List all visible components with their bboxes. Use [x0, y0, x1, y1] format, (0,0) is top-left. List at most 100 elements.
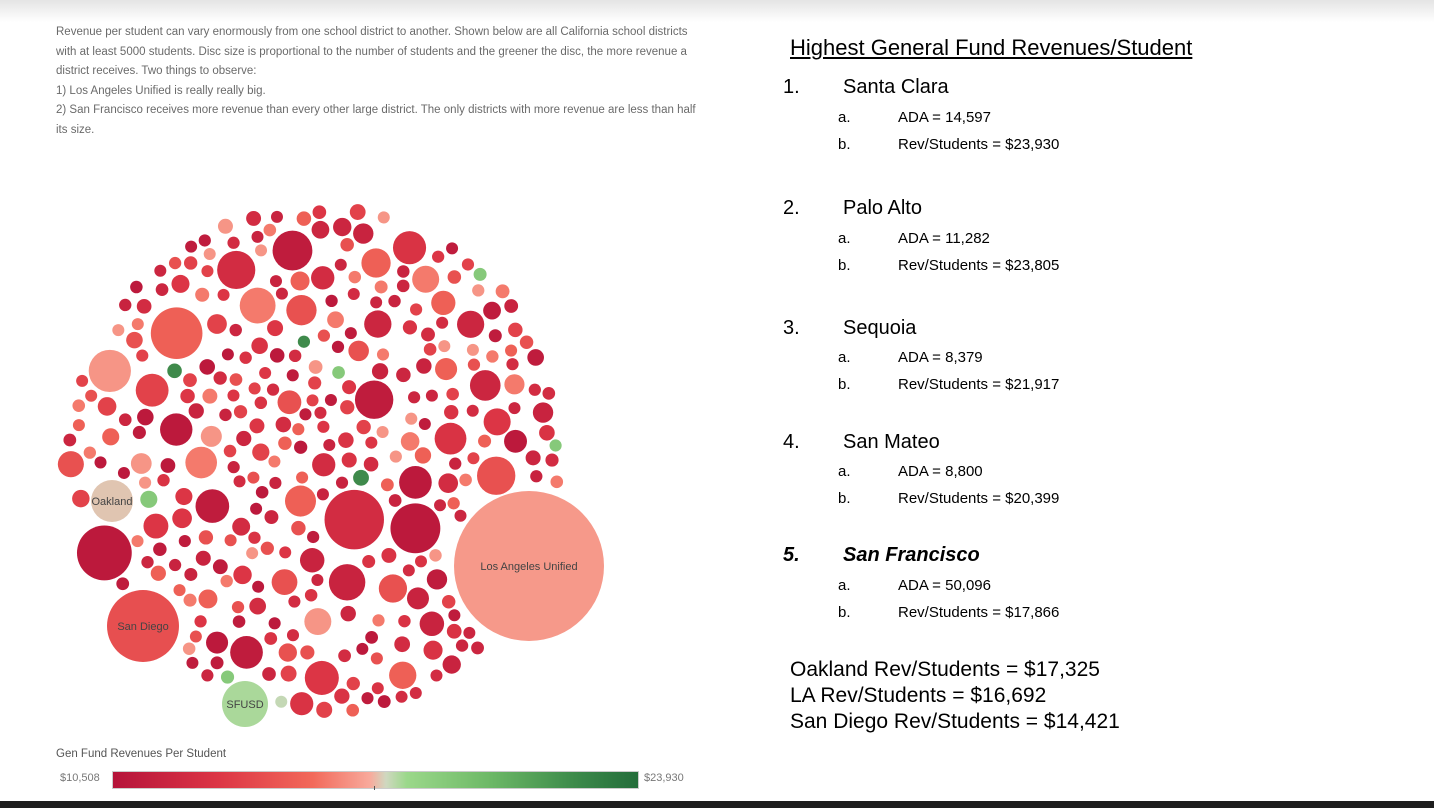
- district-bubble[interactable]: [189, 630, 202, 643]
- district-bubble[interactable]: [363, 456, 379, 472]
- district-bubble[interactable]: [299, 548, 325, 573]
- district-bubble[interactable]: [173, 584, 186, 597]
- district-bubble[interactable]: [262, 667, 276, 681]
- district-bubble[interactable]: [504, 374, 525, 395]
- district-bubble[interactable]: [136, 349, 149, 362]
- district-bubble[interactable]: [466, 404, 479, 417]
- district-bubble[interactable]: [88, 349, 131, 393]
- district-bubble[interactable]: [297, 335, 311, 348]
- district-bubble[interactable]: [183, 373, 197, 387]
- district-bubble[interactable]: [117, 466, 130, 479]
- district-bubble[interactable]: [290, 692, 314, 716]
- district-bubble[interactable]: [314, 406, 327, 419]
- district-bubble[interactable]: [466, 343, 479, 356]
- district-bubble[interactable]: [406, 587, 429, 610]
- district-bubble[interactable]: [178, 535, 191, 548]
- district-bubble[interactable]: [361, 248, 391, 278]
- district-bubble[interactable]: [400, 432, 420, 451]
- district-bubble[interactable]: [183, 593, 197, 607]
- district-bubble[interactable]: [395, 690, 408, 703]
- district-bubble[interactable]: [436, 316, 449, 329]
- district-bubble[interactable]: [172, 508, 192, 529]
- district-bubble[interactable]: [217, 218, 233, 234]
- district-bubble[interactable]: [340, 605, 356, 622]
- district-bubble[interactable]: [447, 270, 462, 284]
- district-bubble[interactable]: [342, 380, 357, 395]
- district-bubble[interactable]: [160, 413, 193, 446]
- district-bubble[interactable]: [188, 403, 204, 419]
- district-bubble[interactable]: [116, 577, 130, 591]
- district-bubble[interactable]: [296, 211, 312, 226]
- district-bubble[interactable]: [340, 238, 354, 252]
- district-bubble[interactable]: [469, 370, 501, 401]
- district-bubble[interactable]: [72, 399, 86, 412]
- district-bubble[interactable]: [353, 223, 374, 244]
- district-bubble[interactable]: [478, 434, 492, 448]
- district-bubble[interactable]: [288, 349, 302, 363]
- district-bubble[interactable]: [72, 419, 85, 432]
- district-bubble[interactable]: [259, 367, 272, 380]
- district-bubble[interactable]: [344, 327, 357, 340]
- district-bubble[interactable]: [374, 280, 388, 294]
- district-bubble[interactable]: [254, 396, 268, 410]
- district-bubble[interactable]: [488, 329, 502, 343]
- district-bubble[interactable]: [102, 428, 120, 446]
- district-bubble[interactable]: [194, 615, 207, 628]
- district-bubble[interactable]: [354, 380, 394, 419]
- district-bubble[interactable]: [317, 420, 330, 433]
- district-bubble[interactable]: [334, 688, 350, 704]
- district-bubble[interactable]: [530, 470, 543, 483]
- district-bubble[interactable]: [504, 429, 527, 453]
- district-bubble[interactable]: [275, 287, 288, 300]
- district-bubble[interactable]: [130, 280, 143, 294]
- district-bubble[interactable]: [388, 294, 401, 308]
- district-bubble[interactable]: [150, 307, 203, 360]
- district-bubble[interactable]: [296, 471, 309, 484]
- district-bubble[interactable]: [506, 358, 519, 371]
- district-bubble[interactable]: [263, 223, 277, 237]
- district-bubble[interactable]: [140, 490, 158, 508]
- district-bubble[interactable]: [394, 636, 411, 653]
- district-bubble[interactable]: [449, 457, 462, 470]
- district-bubble[interactable]: [131, 535, 144, 548]
- district-bubble[interactable]: [268, 455, 281, 468]
- district-bubble[interactable]: [233, 405, 248, 419]
- district-bubble[interactable]: [389, 450, 402, 463]
- district-bubble[interactable]: [227, 389, 240, 402]
- district-bubble[interactable]: [311, 220, 330, 239]
- district-bubble[interactable]: [230, 636, 263, 669]
- district-bubble[interactable]: [213, 371, 227, 385]
- district-bubble[interactable]: [365, 630, 379, 644]
- district-bubble[interactable]: [207, 314, 227, 334]
- district-bubble[interactable]: [332, 366, 345, 379]
- district-bubble[interactable]: [317, 329, 331, 342]
- district-bubble[interactable]: [365, 436, 378, 449]
- district-bubble[interactable]: [341, 452, 357, 468]
- district-bubble[interactable]: [396, 367, 411, 383]
- district-bubble[interactable]: [168, 256, 182, 270]
- district-bubble[interactable]: [311, 266, 335, 290]
- district-bubble[interactable]: [412, 265, 440, 293]
- district-bubble[interactable]: [308, 360, 323, 374]
- district-bubble[interactable]: [290, 271, 310, 291]
- district-bubble[interactable]: [434, 499, 447, 512]
- district-bubble[interactable]: [356, 419, 371, 435]
- district-bubble[interactable]: [168, 558, 182, 572]
- district-bubble[interactable]: [455, 639, 469, 652]
- district-bubble[interactable]: [372, 614, 385, 627]
- district-bubble[interactable]: [217, 250, 256, 290]
- district-bubble[interactable]: [442, 655, 461, 674]
- district-bubble[interactable]: [471, 641, 484, 655]
- district-bubble[interactable]: [227, 461, 240, 474]
- district-bubble[interactable]: [251, 337, 268, 355]
- district-bubble[interactable]: [472, 284, 485, 297]
- district-bubble[interactable]: [392, 231, 427, 265]
- district-bubble[interactable]: [286, 629, 300, 642]
- district-bubble[interactable]: [505, 344, 518, 357]
- district-bubble[interactable]: [519, 335, 534, 349]
- district-bubble[interactable]: [185, 240, 198, 253]
- district-bubble[interactable]: [410, 303, 423, 316]
- district-bubble[interactable]: [250, 502, 263, 515]
- district-bubble[interactable]: [157, 474, 170, 487]
- district-bubble[interactable]: [300, 645, 315, 660]
